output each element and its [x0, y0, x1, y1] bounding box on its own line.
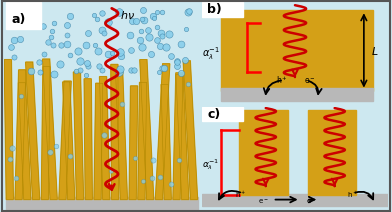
Polygon shape: [59, 81, 71, 199]
Text: h$^+$: h$^+$: [235, 189, 247, 199]
Polygon shape: [129, 86, 138, 199]
Polygon shape: [25, 62, 40, 199]
Polygon shape: [43, 59, 57, 199]
Polygon shape: [183, 61, 198, 199]
Text: e$^-$: e$^-$: [304, 77, 316, 86]
Polygon shape: [140, 60, 154, 199]
Bar: [202, 194, 388, 206]
Text: h$^+$: h$^+$: [276, 75, 288, 86]
Bar: [202, 107, 243, 121]
Polygon shape: [94, 83, 103, 199]
Bar: [239, 110, 287, 195]
Polygon shape: [4, 60, 13, 199]
Polygon shape: [84, 79, 92, 199]
Bar: [220, 10, 373, 91]
Polygon shape: [63, 82, 75, 199]
Polygon shape: [161, 84, 171, 199]
Polygon shape: [111, 64, 119, 199]
Text: a): a): [12, 13, 26, 26]
Polygon shape: [138, 82, 147, 199]
Text: h$^+$: h$^+$: [347, 189, 358, 199]
Bar: [220, 88, 373, 101]
Bar: [308, 110, 356, 195]
Polygon shape: [100, 77, 110, 199]
Bar: [6, 2, 41, 29]
Text: $\alpha_{\lambda}^{-1}$: $\alpha_{\lambda}^{-1}$: [202, 157, 219, 172]
Polygon shape: [15, 70, 26, 199]
Text: $L$: $L$: [371, 45, 379, 57]
Text: e$^-$: e$^-$: [306, 197, 317, 206]
Polygon shape: [155, 64, 170, 199]
Bar: [202, 2, 243, 17]
Polygon shape: [176, 73, 189, 199]
Text: b): b): [207, 3, 222, 17]
Text: e$^-$: e$^-$: [258, 197, 269, 206]
Polygon shape: [42, 67, 50, 199]
Polygon shape: [116, 72, 127, 199]
Text: $h\nu$: $h\nu$: [120, 9, 134, 21]
Polygon shape: [18, 83, 31, 199]
Text: $\alpha_{\lambda}^{-1}$: $\alpha_{\lambda}^{-1}$: [202, 45, 220, 62]
Text: c): c): [207, 108, 221, 121]
Polygon shape: [173, 74, 183, 199]
Bar: [6, 197, 198, 210]
Polygon shape: [73, 72, 83, 199]
